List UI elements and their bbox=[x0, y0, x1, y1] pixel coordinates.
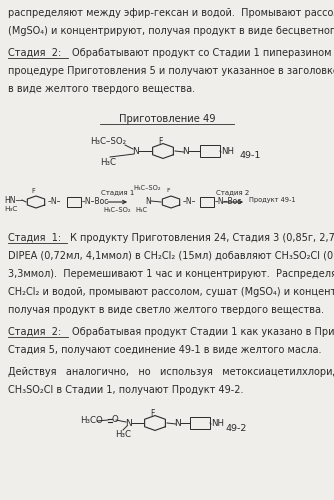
Text: NH: NH bbox=[221, 147, 234, 156]
Text: CH₃SO₂Cl в Стадии 1, получают Продукт 49-2.: CH₃SO₂Cl в Стадии 1, получают Продукт 49… bbox=[8, 385, 243, 395]
Text: процедуре Приготовления 5 и получают указанное в заголовке соединение: процедуре Приготовления 5 и получают ука… bbox=[8, 66, 334, 76]
Text: F: F bbox=[150, 409, 154, 418]
Text: F: F bbox=[158, 137, 162, 146]
Text: в виде желтого твердого вещества.: в виде желтого твердого вещества. bbox=[8, 84, 195, 94]
Text: Продукт 49-1: Продукт 49-1 bbox=[249, 197, 296, 203]
Text: H₃C–SO₂: H₃C–SO₂ bbox=[133, 185, 161, 191]
Text: Стадия 5, получают соединение 49-1 в виде желтого масла.: Стадия 5, получают соединение 49-1 в вид… bbox=[8, 345, 322, 355]
Text: CH₂Cl₂ и водой, промывают рассолом, сушат (MgSO₄) и концентрируют,: CH₂Cl₂ и водой, промывают рассолом, суша… bbox=[8, 287, 334, 297]
Text: Обрабатывая продукт Стадии 1 как указано в Приготовлении 24,: Обрабатывая продукт Стадии 1 как указано… bbox=[72, 327, 334, 337]
Text: N: N bbox=[125, 419, 132, 428]
Text: 49-1: 49-1 bbox=[240, 151, 262, 160]
Text: Приготовление 49: Приготовление 49 bbox=[119, 114, 215, 124]
Text: N: N bbox=[182, 147, 189, 156]
Text: O: O bbox=[112, 415, 119, 424]
Text: 49-2: 49-2 bbox=[226, 424, 247, 433]
Text: Стадия  2:: Стадия 2: bbox=[8, 48, 61, 58]
Text: Стадия  1:: Стадия 1: bbox=[8, 233, 61, 243]
Text: F: F bbox=[31, 188, 35, 194]
Text: HN—: HN— bbox=[4, 196, 23, 205]
Text: F: F bbox=[166, 188, 170, 193]
Text: H₃C: H₃C bbox=[4, 206, 17, 212]
Text: (MgSO₄) и концентрируют, получая продукт в виде бесцветного масла.: (MgSO₄) и концентрируют, получая продукт… bbox=[8, 26, 334, 36]
Text: распределяют между эфир-гексан и водой.  Промывают рассолом, сушат: распределяют между эфир-гексан и водой. … bbox=[8, 8, 334, 18]
Bar bbox=[67, 197, 81, 207]
Text: –N–Boc: –N–Boc bbox=[215, 197, 242, 206]
Text: H₃C: H₃C bbox=[100, 158, 116, 167]
Text: получая продукт в виде светло желтого твердого вещества.: получая продукт в виде светло желтого тв… bbox=[8, 305, 324, 315]
Text: Стадия  2:: Стадия 2: bbox=[8, 327, 61, 337]
Bar bbox=[200, 145, 220, 157]
Text: Обрабатывают продукт со Стадии 1 пиперазином согласно: Обрабатывают продукт со Стадии 1 пипераз… bbox=[72, 48, 334, 58]
Text: 3,3ммол).  Перемешивают 1 час и концентрируют.  Распределяют между: 3,3ммол). Перемешивают 1 час и концентри… bbox=[8, 269, 334, 279]
Text: Стадия 2: Стадия 2 bbox=[216, 189, 249, 195]
Text: N: N bbox=[145, 197, 151, 206]
Text: DIPEA (0,72мл, 4,1ммол) в CH₂Cl₂ (15мл) добавляют CH₃SO₂Cl (0,26мл,: DIPEA (0,72мл, 4,1ммол) в CH₂Cl₂ (15мл) … bbox=[8, 251, 334, 261]
Text: –N–Boc: –N–Boc bbox=[82, 197, 109, 206]
Text: Стадия 1: Стадия 1 bbox=[101, 189, 134, 195]
Text: H₃C: H₃C bbox=[115, 430, 131, 439]
Text: –N–: –N– bbox=[183, 197, 196, 206]
Text: H₃C–SO₂: H₃C–SO₂ bbox=[104, 207, 131, 213]
Text: N: N bbox=[132, 147, 139, 156]
Bar bbox=[200, 197, 214, 207]
Text: H₃CO: H₃CO bbox=[80, 416, 103, 425]
Bar bbox=[190, 417, 210, 429]
Text: Действуя   аналогично,   но   используя   метоксиацетилхлорид   вместо: Действуя аналогично, но используя метокс… bbox=[8, 367, 334, 377]
Text: N: N bbox=[174, 419, 181, 428]
Text: К продукту Приготовления 24, Стадия 3 (0,85г, 2,7ммол), и: К продукту Приготовления 24, Стадия 3 (0… bbox=[70, 233, 334, 243]
Text: NH: NH bbox=[211, 419, 224, 428]
Text: H₃C–SO₂: H₃C–SO₂ bbox=[90, 137, 126, 146]
Text: H₃C: H₃C bbox=[135, 207, 147, 213]
Text: –N–: –N– bbox=[48, 197, 61, 206]
